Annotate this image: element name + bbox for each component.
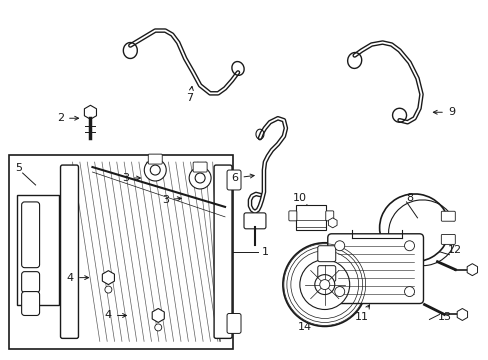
FancyBboxPatch shape [288,211,296,221]
FancyBboxPatch shape [21,272,40,293]
Text: 10: 10 [292,193,307,209]
Text: 12: 12 [447,245,461,255]
Bar [295,205,325,230]
Text: 1: 1 [261,247,268,257]
FancyBboxPatch shape [327,234,423,303]
Text: 2: 2 [57,113,79,123]
Circle shape [189,167,211,189]
FancyBboxPatch shape [325,211,333,221]
Circle shape [150,165,160,175]
Circle shape [334,287,344,297]
Circle shape [334,241,344,251]
Text: 3: 3 [162,195,181,205]
Text: 8: 8 [405,193,412,203]
Circle shape [299,260,349,310]
FancyBboxPatch shape [244,213,265,229]
FancyBboxPatch shape [214,165,232,338]
FancyBboxPatch shape [226,314,241,333]
Circle shape [404,241,414,251]
Text: 5: 5 [15,163,22,173]
Circle shape [154,324,162,331]
Text: 3: 3 [122,173,140,183]
Circle shape [283,243,366,327]
Bar [9,155,233,349]
FancyBboxPatch shape [148,154,162,164]
FancyBboxPatch shape [21,292,40,315]
Circle shape [404,287,414,297]
Text: 7: 7 [186,86,193,103]
Circle shape [105,286,112,293]
FancyBboxPatch shape [317,246,335,262]
Text: 6: 6 [231,173,254,183]
Circle shape [314,275,334,294]
Circle shape [144,159,166,181]
FancyBboxPatch shape [441,211,454,221]
Text: 4: 4 [104,310,126,320]
Text: 13: 13 [437,312,450,323]
FancyBboxPatch shape [61,165,78,338]
Text: 4: 4 [67,273,88,283]
Text: 9: 9 [432,107,454,117]
Bar [17,195,59,305]
Text: 11: 11 [354,305,369,323]
FancyBboxPatch shape [193,162,207,172]
Circle shape [195,173,204,183]
Circle shape [319,280,329,289]
FancyBboxPatch shape [317,266,335,282]
Text: 14: 14 [297,312,317,332]
FancyBboxPatch shape [21,202,40,268]
FancyBboxPatch shape [441,234,454,244]
FancyBboxPatch shape [226,170,241,190]
